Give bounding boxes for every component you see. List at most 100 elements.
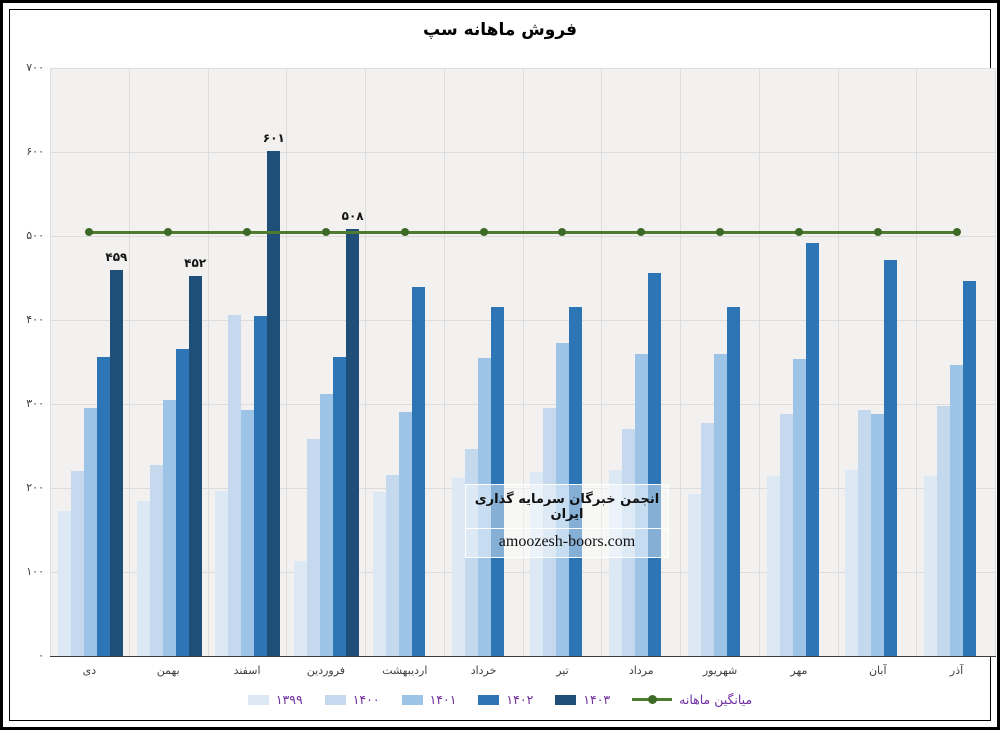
legend-item-۱۴۰۲: ۱۴۰۲	[478, 692, 533, 707]
watermark-url: amoozesh-boors.com	[466, 528, 668, 557]
bar-۱۴۰۰-آذر	[937, 405, 951, 656]
x-tick-label: مهر	[790, 664, 808, 677]
bar-۱۴۰۱-دی	[83, 408, 97, 656]
bar-۱۳۹۹-تیر	[530, 472, 544, 656]
x-tick-label: تیر	[556, 664, 569, 677]
legend-label: ۱۳۹۹	[275, 692, 303, 707]
bar-۱۴۰۳-فروردین	[346, 229, 360, 656]
bar-۱۴۰۱-آبان	[871, 414, 885, 656]
bar-۱۴۰۰-اسفند	[228, 314, 242, 656]
bar-۱۴۰۳-دی	[109, 270, 123, 656]
x-tick-label: اسفند	[233, 664, 261, 677]
bar-۱۴۰۲-تیر	[569, 307, 583, 656]
data-label: ۶۰۱	[262, 131, 285, 146]
legend-line-dot	[648, 695, 658, 704]
x-tick-label: فروردین	[306, 664, 346, 677]
average-line-marker	[479, 227, 488, 236]
legend-swatch	[324, 694, 346, 705]
month-group-2: ۴۵۲	[130, 68, 209, 656]
legend-swatch	[555, 694, 577, 705]
average-line-marker	[321, 227, 330, 236]
bar-۱۴۰۲-آبان	[884, 259, 898, 656]
bar-۱۴۰۲-اردیبهشت	[411, 287, 425, 656]
chart-title: فروش ماهانه سپ	[422, 20, 578, 40]
y-tick-label: ۵۰۰	[26, 229, 44, 242]
legend-line-marker	[632, 695, 673, 704]
bar-۱۳۹۹-مرداد	[609, 469, 623, 656]
x-tick-label: بهمن	[156, 664, 180, 677]
month-group-7	[524, 68, 603, 656]
legend-item-۱۴۰۳: ۱۴۰۳	[555, 692, 610, 707]
legend-swatch	[401, 694, 423, 705]
average-line-marker	[637, 227, 646, 236]
bar-۱۴۰۲-بهمن	[175, 349, 189, 656]
bar-۱۴۰۱-بهمن	[162, 399, 176, 656]
bar-۱۴۰۰-مرداد	[622, 429, 636, 656]
legend-item-۱۴۰۰: ۱۴۰۰	[324, 692, 380, 707]
bar-۱۴۰۲-مرداد	[648, 272, 662, 656]
y-tick-label: ۰	[38, 649, 44, 662]
bar-۱۳۹۹-اسفند	[215, 490, 229, 656]
bar-۱۴۰۱-فروردین	[320, 393, 334, 656]
x-tick-label: آبان	[868, 664, 887, 677]
bar-۱۴۰۱-خرداد	[477, 357, 491, 656]
bar-۱۳۹۹-بهمن	[136, 500, 150, 656]
y-tick-label: ۷۰۰	[26, 61, 44, 74]
legend-swatch	[247, 694, 269, 705]
bar-۱۴۰۰-بهمن	[149, 465, 163, 656]
legend-item-۱۴۰۱: ۱۴۰۱	[401, 692, 457, 707]
average-line-marker	[400, 227, 409, 236]
average-line-marker	[164, 227, 173, 236]
plot-area: ۴۵۹ ۴۵۲ ۶۰۱ ۵۰۸	[50, 68, 996, 657]
legend: ۱۳۹۹ ۱۴۰۰ ۱۴۰۱ ۱۴۰۲ ۱۴۰۳ میانگین ماهانه	[10, 692, 990, 707]
bar-۱۳۹۹-شهریور	[687, 493, 701, 656]
month-group-1: ۴۵۹	[50, 68, 130, 656]
bar-۱۴۰۰-مهر	[779, 414, 793, 656]
x-tick-label: خرداد	[470, 664, 497, 677]
bar-۱۳۹۹-مهر	[766, 476, 780, 656]
average-line-marker	[794, 227, 803, 236]
bar-۱۴۰۰-دی	[70, 471, 84, 656]
legend-label: ۱۴۰۰	[352, 692, 380, 707]
average-line-marker	[243, 227, 252, 236]
bar-۱۴۰۰-فروردین	[307, 439, 321, 656]
x-tick-label: آذر	[949, 664, 964, 677]
bar-۱۴۰۱-شهریور	[713, 353, 727, 656]
legend-label: ۱۴۰۳	[583, 692, 611, 707]
month-group-9	[681, 68, 760, 656]
bar-۱۴۰۲-مهر	[805, 242, 819, 656]
month-group-11	[839, 68, 918, 656]
bar-۱۳۹۹-فروردین	[294, 561, 308, 656]
data-label: ۴۵۹	[105, 250, 128, 265]
bar-۱۴۰۲-فروردین	[333, 356, 347, 656]
bar-۱۴۰۲-دی	[96, 356, 110, 656]
bar-۱۴۰۱-مرداد	[635, 353, 649, 656]
x-tick-label: مرداد	[628, 664, 654, 677]
bar-۱۴۰۰-تیر	[543, 408, 557, 656]
average-line-marker	[952, 227, 961, 236]
legend-label: ۱۴۰۲	[506, 692, 534, 707]
bar-۱۴۰۲-شهریور	[726, 307, 740, 656]
bar-۱۴۰۳-بهمن	[188, 276, 202, 656]
bar-۱۴۰۲-آذر	[963, 280, 977, 656]
watermark: انجمن خبرگان سرمایه گذاری ایران amoozesh…	[465, 484, 669, 558]
legend-item-average: میانگین ماهانه	[632, 692, 752, 707]
bar-۱۴۰۱-آذر	[950, 364, 964, 656]
bar-۱۳۹۹-آبان	[845, 469, 859, 656]
bar-۱۴۰۰-اردیبهشت	[385, 474, 399, 656]
bar-۱۳۹۹-اردیبهشت	[372, 492, 386, 656]
month-group-6	[445, 68, 524, 656]
y-tick-label: ۳۰۰	[26, 397, 44, 410]
bar-۱۴۰۲-اسفند	[254, 315, 268, 656]
bar-۱۳۹۹-خرداد	[451, 477, 465, 656]
month-group-10	[760, 68, 839, 656]
bar-۱۴۰۰-خرداد	[464, 449, 478, 656]
month-group-12	[917, 68, 996, 656]
legend-label: ۱۴۰۱	[429, 692, 457, 707]
month-group-3: ۶۰۱	[209, 68, 288, 656]
average-line-marker	[558, 227, 567, 236]
bar-۱۳۹۹-دی	[57, 510, 71, 656]
legend-item-۱۳۹۹: ۱۳۹۹	[247, 692, 303, 707]
